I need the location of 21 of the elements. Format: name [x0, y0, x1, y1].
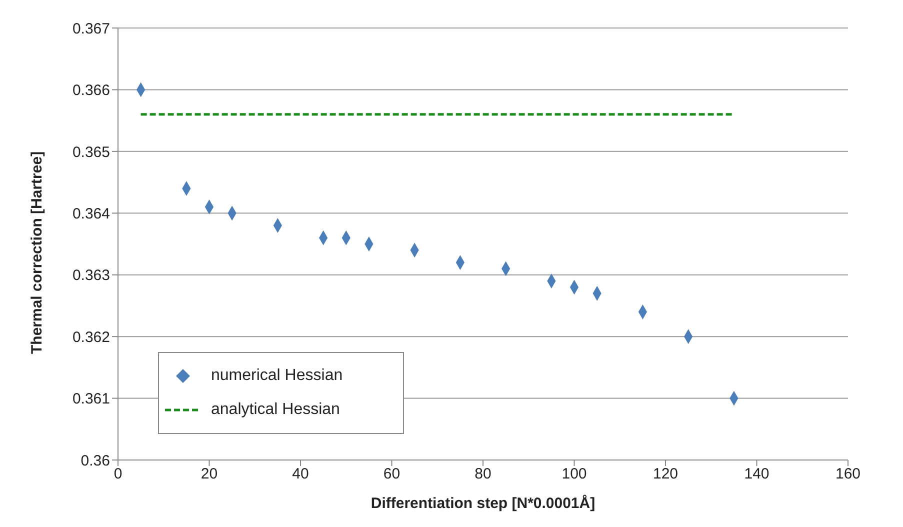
y-tick-label: 0.363	[72, 267, 110, 284]
y-tick-label: 0.366	[72, 82, 110, 100]
y-tick-label: 0.365	[72, 144, 110, 161]
x-tick-label: 160	[835, 466, 861, 483]
legend-label: analytical Hessian	[211, 401, 340, 419]
y-tick-label: 0.361	[72, 390, 110, 408]
x-tick-label: 0	[114, 466, 122, 483]
legend-label: numerical Hessian	[211, 367, 343, 385]
y-axis-title: Thermal correction [Hartree]	[28, 151, 46, 354]
x-tick-label: 80	[474, 466, 492, 483]
x-tick-label: 40	[292, 466, 309, 483]
x-tick-label: 100	[562, 466, 587, 483]
x-tick-label: 20	[200, 466, 218, 483]
x-tick-label: 120	[652, 466, 678, 483]
y-tick-label: 0.367	[72, 20, 110, 38]
y-tick-label: 0.36	[80, 452, 110, 470]
x-axis-title: Differentiation step [N*0.0001Å]	[370, 494, 596, 512]
x-tick-label: 140	[744, 466, 770, 483]
y-tick-label: 0.362	[72, 328, 110, 346]
x-tick-label: 60	[383, 466, 400, 483]
y-tick-label: 0.364	[72, 205, 110, 222]
